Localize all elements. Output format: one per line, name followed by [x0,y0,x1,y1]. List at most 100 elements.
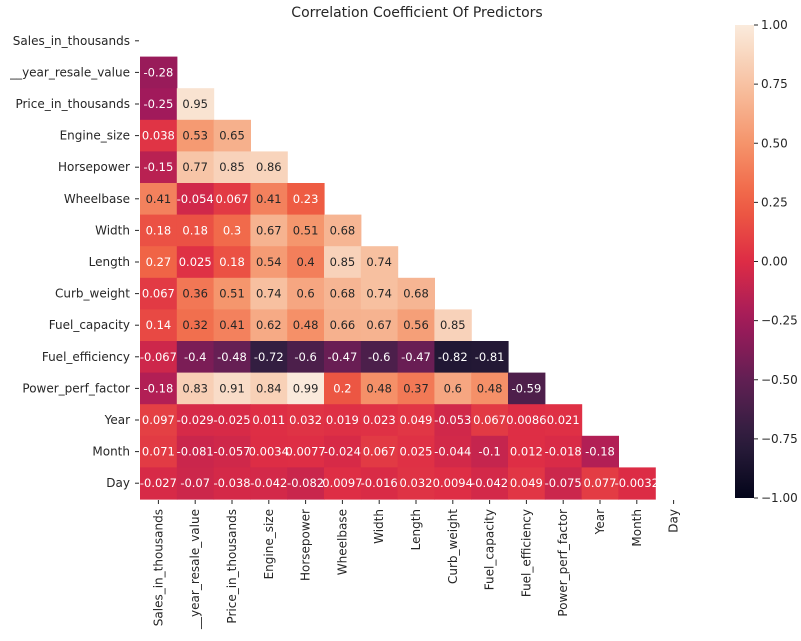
cell-value-label: -0.1 [478,445,500,459]
heatmap-cell [360,277,399,310]
heatmap-cell [360,435,399,468]
heatmap-cell [360,372,399,405]
cell-value-label: -0.044 [434,445,471,459]
heatmap-cell [176,88,215,121]
heatmap-cell [140,151,178,184]
cell-value-label: 0.18 [146,223,172,237]
cell-value-label: 0.019 [326,413,359,427]
heatmap-cell [140,309,178,342]
heatmap-cell-labels: -0.28 -0.25 0.95 0.038 0.53 0.65 -0.15 0.77 0.85… [140,65,659,490]
heatmap-cell [434,341,472,374]
x-tick-label: Engine_size [262,509,276,579]
x-tick-label: Fuel_capacity [483,509,497,590]
cell-value-label: 0.74 [366,287,392,301]
cell-value-label: 0.032 [400,476,433,490]
heatmap-cell [176,309,215,342]
colorbar-gradient [735,25,754,498]
x-tick-label: Fuel_efficiency [519,509,533,597]
heatmap-cell [287,277,325,310]
heatmap-cell [250,341,288,374]
x-tick-label: Power_perf_factor [556,509,570,617]
heatmap-cell [176,119,215,152]
y-tick-label: Month [92,445,130,459]
heatmap-cell [324,214,362,247]
heatmap-cell [544,435,583,468]
colorbar-tick-label: 0.75 [761,77,788,91]
cell-value-label: 0.038 [142,129,175,143]
cell-value-label: 0.77 [182,160,208,174]
cell-value-label: -0.0032 [615,476,659,490]
cell-value-label: -0.029 [177,413,214,427]
cell-value-label: 0.0094 [433,476,473,490]
cell-value-label: 0.0034 [249,445,289,459]
cell-value-label: 0.36 [182,287,208,301]
x-tick-label: Month [630,509,644,547]
cell-value-label: 0.067 [142,287,175,301]
heatmap-cell [287,404,325,437]
cell-value-label: -0.6 [368,350,390,364]
heatmap-cell [397,372,435,405]
heatmap-cell [360,467,399,500]
cell-value-label: 0.48 [366,381,392,395]
cell-value-label: 0.049 [400,413,433,427]
heatmap-cell [250,151,288,184]
colorbar-tick-label: −0.75 [761,432,798,446]
cell-value-label: -0.082 [287,476,324,490]
heatmap-cell [140,372,178,405]
colorbar: 1.00 0.75 0.50 0.25 0.00 −0.25 −0.50 −0.75 −1.00 [735,18,798,505]
cell-value-label: 0.54 [256,255,282,269]
heatmap-cell [140,56,178,89]
cell-value-label: 0.18 [219,255,245,269]
heatmap-cell [581,467,619,500]
cell-value-label: -0.027 [140,476,177,490]
cell-value-label: -0.18 [585,445,615,459]
cell-value-label: -0.4 [184,350,206,364]
cell-value-label: 0.14 [146,318,172,332]
cell-value-label: 0.0086 [506,413,546,427]
cell-value-label: 0.37 [403,381,429,395]
heatmap-cell [360,309,399,342]
heatmap-cell [176,404,215,437]
cell-value-label: -0.081 [177,445,214,459]
cell-value-label: -0.042 [250,476,287,490]
heatmap-cell [287,341,325,374]
heatmap-cell [176,183,215,216]
cell-value-label: 0.6 [296,287,314,301]
heatmap-cell [324,435,362,468]
heatmap-cell [250,183,288,216]
heatmap-cell [397,467,435,500]
heatmap-cell [434,309,472,342]
cell-value-label: 0.011 [252,413,285,427]
cell-value-label: -0.18 [144,381,174,395]
heatmap-cell [508,372,546,405]
cell-value-label: 0.62 [256,318,282,332]
cell-value-label: 0.0077 [285,445,325,459]
heatmap-cell [213,246,251,279]
heatmap-cell [250,309,288,342]
cell-value-label: 0.65 [219,129,245,143]
heatmap-cell [140,435,178,468]
x-tick-label: Width [372,509,386,544]
cell-value-label: 0.67 [256,223,282,237]
cell-value-label: 0.51 [219,287,245,301]
cell-value-label: 0.48 [477,381,503,395]
heatmap-cells [140,56,656,500]
colorbar-tick-label: −0.25 [761,314,798,328]
cell-value-label: -0.024 [324,445,361,459]
cell-value-label: 0.74 [256,287,282,301]
cell-value-label: 0.83 [182,381,208,395]
heatmap-cell [287,309,325,342]
cell-value-label: 0.68 [330,223,356,237]
cell-value-label: 0.097 [142,413,175,427]
y-tick-label: __year_resale_value [9,65,130,79]
cell-value-label: -0.15 [144,160,174,174]
cell-value-label: -0.48 [217,350,247,364]
heatmap-cell [397,309,435,342]
cell-value-label: 0.53 [182,129,208,143]
heatmap-cell [250,214,288,247]
heatmap-cell [508,435,546,468]
heatmap-cell [324,246,362,279]
cell-value-label: 0.012 [510,445,543,459]
cell-value-label: 0.6 [444,381,462,395]
heatmap-cell [213,435,251,468]
